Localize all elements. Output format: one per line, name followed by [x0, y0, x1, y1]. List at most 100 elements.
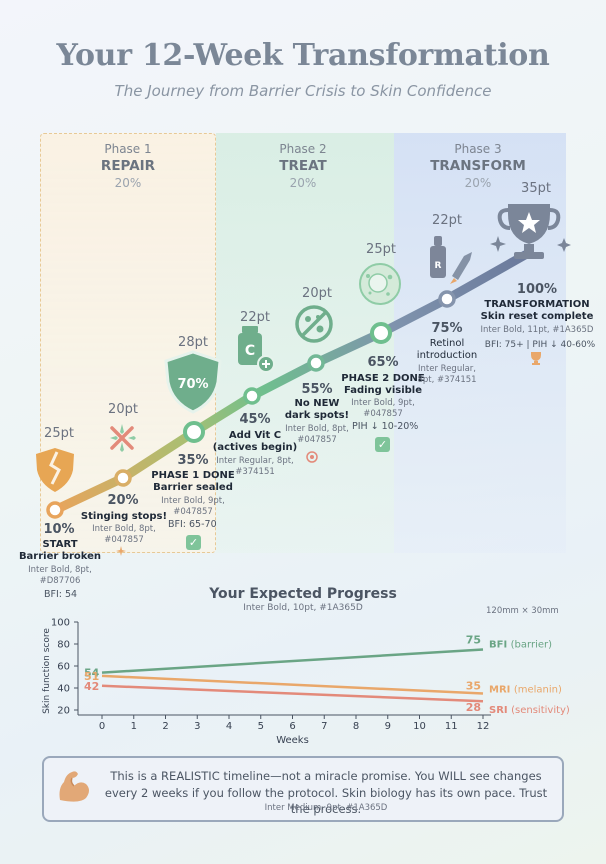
journey-path-graphic: 70% C R [36, 204, 571, 556]
milestone-1-metric: BFI: 54 [44, 589, 78, 600]
no-spots-icon [295, 305, 333, 343]
retinol-dropper-icon: R [430, 236, 472, 284]
progress-title: Your Expected Progress [209, 586, 397, 602]
progress-size-note: 120mm × 30mm [486, 606, 559, 616]
milestone-6-metric: PIH ↓ 10-20% [352, 421, 419, 432]
small-trophy-icon [531, 352, 541, 365]
svg-text:C: C [245, 343, 255, 359]
series-line-bfi [101, 648, 484, 674]
y-tick-label-60: 60 [57, 662, 70, 673]
y-tick-label-80: 80 [57, 640, 70, 651]
x-axis-label: Weeks [276, 735, 309, 746]
milestone-8-metric: BFI: 75+ | PIH ↓ 40-60% [484, 340, 596, 350]
series-line-sri [101, 684, 484, 703]
milestone-5-points: 20pt [302, 286, 332, 301]
milestone-6-check-icon: ✓ [375, 437, 390, 452]
milestone-7-percent: 75% [431, 321, 463, 336]
footer-note-box [42, 756, 564, 822]
phase-3-panel [394, 133, 566, 553]
milestone-node-2 [114, 469, 132, 487]
y-axis-label: Skin function score [42, 628, 52, 714]
footer-note-text: This is a REALISTIC timeline—not a mirac… [104, 769, 548, 817]
milestone-node-6 [370, 322, 392, 344]
skin-cell-icon [359, 263, 401, 305]
milestone-8-points: 35pt [521, 181, 551, 196]
milestone-3-metric: BFI: 65-70 [168, 519, 217, 530]
milestone-2-text: Stinging stops! [80, 511, 168, 522]
milestone-node-7 [438, 290, 456, 308]
milestone-4-text: Add Vit C (actives begin) [212, 430, 298, 453]
x-tick-label-5: 5 [258, 721, 264, 732]
x-tick-label-11: 11 [445, 721, 458, 732]
milestone-node-4 [243, 387, 261, 405]
x-tick-label-1: 1 [131, 721, 137, 732]
phase-2-number: Phase 2 [279, 142, 327, 156]
milestone-3-text: PHASE 1 DONE Barrier sealed [151, 470, 235, 493]
y-tick-label-100: 100 [51, 618, 70, 629]
x-tick-label-2: 2 [162, 721, 168, 732]
milestone-7-text: Retinol introduction [416, 338, 478, 361]
phase-3-percent: 20% [464, 176, 492, 190]
milestone-1-text: START Barrier broken [18, 539, 102, 562]
milestone-1-spec: Inter Bold, 8pt, #D87706 [28, 565, 92, 586]
page-title: Your 12-Week Transformation [56, 38, 550, 73]
milestone-8-spec: Inter Bold, 11pt, #1A365D [480, 325, 594, 335]
milestone-4-percent: 45% [239, 412, 271, 427]
phase-3-number: Phase 3 [454, 142, 502, 156]
crossed-out-sting-icon [110, 424, 136, 452]
x-tick-label-0: 0 [99, 721, 105, 732]
phase-2-name: TREAT [279, 158, 327, 174]
x-tick-label-9: 9 [385, 721, 391, 732]
y-tick-label-40: 40 [57, 684, 70, 695]
milestone-4-spec: Inter Regular, 8pt, #374151 [216, 456, 294, 477]
series-end-label-mri: 35 [466, 680, 481, 693]
series-end-label-sri: 28 [466, 701, 481, 714]
x-tick-label-4: 4 [226, 721, 232, 732]
legend-entry-mri: MRI (melanin) [489, 685, 562, 696]
flexed-arm-icon [59, 771, 89, 802]
milestone-node-3 [183, 421, 205, 443]
x-tick-label-7: 7 [321, 721, 327, 732]
series-start-label-sri: 42 [84, 680, 99, 693]
milestone-6-percent: 65% [367, 355, 399, 370]
vitamin-c-bottle-icon: C [238, 326, 275, 373]
svg-text:R: R [435, 261, 442, 271]
progress-spec: Inter Bold, 10pt, #1A365D [243, 603, 363, 613]
milestone-5-percent: 55% [301, 382, 333, 397]
x-tick-label-8: 8 [353, 721, 359, 732]
milestone-7-spec: Inter Regular, 8pt, #374151 [417, 364, 477, 385]
x-tick-label-12: 12 [477, 721, 490, 732]
milestone-2-spec: Inter Bold, 8pt, #047857 [92, 524, 156, 545]
shield-badge-label: 70% [177, 377, 208, 392]
milestone-1-percent: 10% [43, 522, 75, 537]
target-icon [306, 451, 318, 463]
series-start-label-bfi: 54 [84, 667, 100, 680]
milestone-8-percent: 100% [516, 282, 558, 297]
milestone-node-5 [307, 354, 325, 372]
legend-entry-bfi: BFI (barrier) [489, 640, 552, 651]
milestone-3-points: 28pt [178, 335, 208, 350]
broken-heart-shield-icon [36, 448, 74, 492]
milestone-6-spec: Inter Bold, 9pt, #047857 [351, 398, 415, 419]
milestone-5-spec: Inter Bold, 8pt, #047857 [285, 424, 349, 445]
series-line-mri [101, 674, 484, 695]
trophy-icon [490, 204, 571, 259]
milestone-3-check-icon: ✓ [186, 535, 201, 550]
page-subtitle: The Journey from Barrier Crisis to Skin … [114, 82, 492, 100]
x-tick-label-3: 3 [194, 721, 200, 732]
series-start-label-mri: 51 [84, 670, 99, 683]
milestone-7-points: 22pt [432, 213, 462, 228]
footer-note-spec: Inter Medium, 9pt, #1A365D [264, 803, 388, 813]
milestone-4-points: 22pt [240, 310, 270, 325]
phase-1-name: REPAIR [100, 158, 156, 174]
legend-entry-sri: SRI (sensitivity) [489, 705, 570, 716]
milestone-3-percent: 35% [177, 453, 209, 468]
milestone-node-1 [46, 501, 64, 519]
milestone-6-points: 25pt [366, 242, 396, 257]
phase-2-percent: 20% [289, 176, 317, 190]
milestone-2-points: 20pt [108, 402, 138, 417]
sparkle-icon [116, 546, 126, 556]
series-end-label-bfi: 75 [466, 634, 481, 647]
phase-1-percent: 20% [114, 176, 142, 190]
